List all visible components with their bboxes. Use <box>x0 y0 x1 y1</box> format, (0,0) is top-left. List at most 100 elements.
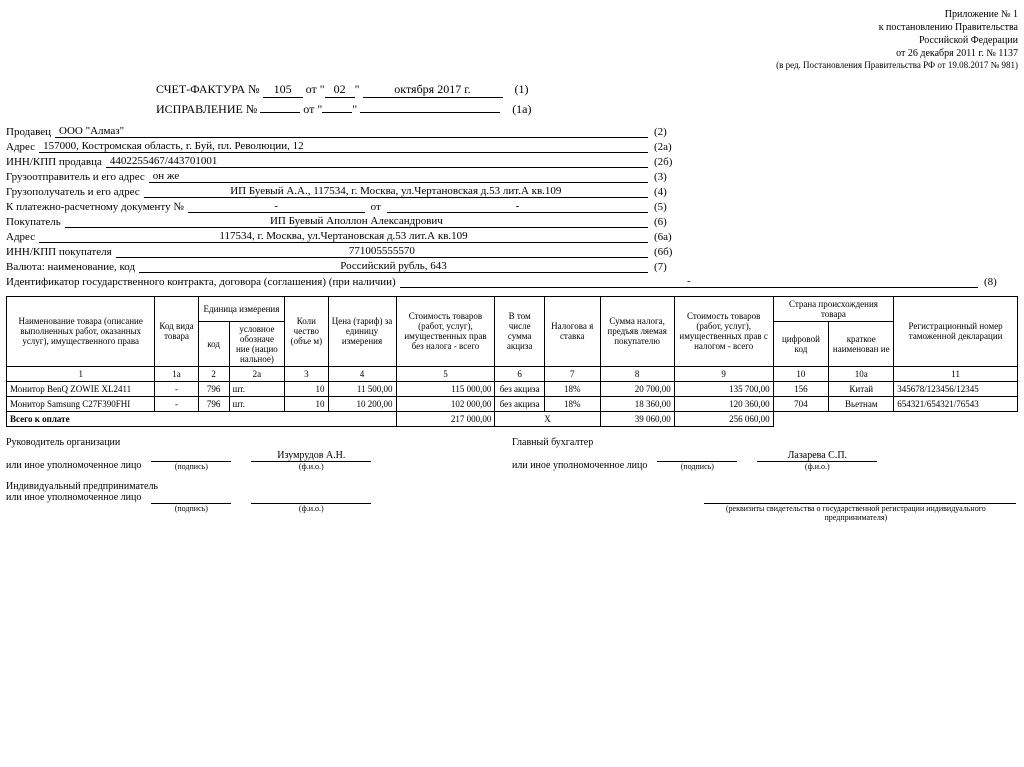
sig-cap-2: (подпись) <box>653 462 741 471</box>
line-num-1: (1) <box>515 82 529 96</box>
table-row: Монитор Samsung C27F390FHI-796шт.1010 20… <box>7 396 1018 411</box>
from-label: от <box>306 82 317 96</box>
consignee-num: (4) <box>648 186 688 198</box>
shipper-num: (3) <box>648 171 688 183</box>
th-code: Код вида товара <box>155 296 198 366</box>
invoice-number: 105 <box>263 82 303 98</box>
correction-num <box>260 112 300 113</box>
addr-num: (2а) <box>648 141 688 153</box>
binn-value: 771005555570 <box>116 245 648 258</box>
th-total: Стоимость товаров (работ, услуг), имущес… <box>674 296 773 366</box>
correction-day <box>322 112 352 113</box>
fio-cap-2: (ф.и.о.) <box>753 462 881 471</box>
ip-label: Индивидуальный предприниматель <box>6 481 1018 492</box>
inn-value: 4402255467/443701001 <box>106 155 648 168</box>
totals-label: Всего к оплате <box>7 411 397 426</box>
th-name: Наименование товара (описание выполненны… <box>7 296 155 366</box>
consignee-value: ИП Буевый А.А., 117534, г. Москва, ул.Че… <box>144 185 648 198</box>
curr-value: Российский рубль, 643 <box>139 260 648 273</box>
binn-num: (6б) <box>648 246 688 258</box>
th-qty: Коли чество (объе м) <box>285 296 328 366</box>
ip-sig <box>151 492 231 504</box>
cn-9: 9 <box>674 366 773 381</box>
buyer-value: ИП Буевый Аполлон Александрович <box>65 215 648 228</box>
totals-x: X <box>495 411 600 426</box>
appendix-l4: от 26 декабря 2011 г. № 1137 <box>6 47 1018 60</box>
th-decl: Регистрационный номер таможенной деклара… <box>894 296 1018 366</box>
document-title-block: СЧЕТ-ФАКТУРА № 105 от "02" октября 2017 … <box>156 82 1018 117</box>
info-block: ПродавецООО "Алмаз"(2) Адрес157000, Кост… <box>6 125 1018 288</box>
contract-num: (8) <box>978 276 1018 288</box>
auth-label-1: или иное уполномоченное лицо <box>6 460 141 471</box>
fio-cap-3: (ф.и.о.) <box>247 504 375 513</box>
invoice-label: СЧЕТ-ФАКТУРА № <box>156 82 260 96</box>
fio-cap-1: (ф.и.о.) <box>247 462 375 471</box>
th-price: Цена (тариф) за единицу измерения <box>328 296 396 366</box>
head-label: Руководитель организации <box>6 437 120 448</box>
cn-6: 6 <box>495 366 544 381</box>
cn-10a: 10а <box>829 366 894 381</box>
consignee-label: Грузополучатель и его адрес <box>6 186 144 198</box>
seller-label: Продавец <box>6 126 55 138</box>
invoice-day: 02 <box>325 82 355 98</box>
th-unit-group: Единица измерения <box>198 296 285 321</box>
cn-8: 8 <box>600 366 674 381</box>
appendix-header: Приложение № 1 к постановлению Правитель… <box>6 8 1018 72</box>
items-table: Наименование товара (описание выполненны… <box>6 296 1018 427</box>
binn-label: ИНН/КПП покупателя <box>6 246 116 258</box>
paydoc-from: от <box>365 201 387 213</box>
head-name: Изумрудов А.Н. <box>251 450 371 462</box>
paydoc-v2: - <box>387 200 648 213</box>
th-country-name: краткое наименован ие <box>829 321 894 366</box>
table-row: Монитор BenQ ZOWIE XL2411-796шт.1011 500… <box>7 381 1018 396</box>
corr-from-label: от <box>303 102 314 116</box>
baddr-label: Адрес <box>6 231 39 243</box>
buyer-label: Покупатель <box>6 216 65 228</box>
ip-name <box>251 492 371 504</box>
appendix-l5: (в ред. Постановления Правительства РФ о… <box>6 60 1018 72</box>
appendix-l3: Российской Федерации <box>6 34 1018 47</box>
cn-11: 11 <box>894 366 1018 381</box>
paydoc-num: (5) <box>648 201 688 213</box>
acc-label: Главный бухгалтер <box>512 437 593 448</box>
inn-label: ИНН/КПП продавца <box>6 156 106 168</box>
line-num-1a: (1а) <box>512 102 531 116</box>
th-country-group: Страна происхождения товара <box>773 296 894 321</box>
appendix-l2: к постановлению Правительства <box>6 21 1018 34</box>
cn-1: 1 <box>7 366 155 381</box>
seller-num: (2) <box>648 126 688 138</box>
th-tax: Сумма налога, предъяв ляемая покупателю <box>600 296 674 366</box>
cn-7: 7 <box>544 366 600 381</box>
totals-cost: 217 000,00 <box>396 411 495 426</box>
head-sig <box>151 450 231 462</box>
contract-value: - <box>400 275 978 288</box>
inn-num: (2б) <box>648 156 688 168</box>
req-cap: (реквизиты свидетельства о государственн… <box>700 504 1012 522</box>
cn-4: 4 <box>328 366 396 381</box>
cn-10: 10 <box>773 366 829 381</box>
correction-month <box>360 112 500 113</box>
th-excise: В том числе сумма акциза <box>495 296 544 366</box>
cn-5: 5 <box>396 366 495 381</box>
curr-num: (7) <box>648 261 688 273</box>
cn-2a: 2а <box>229 366 285 381</box>
totals-tax: 39 060,00 <box>600 411 674 426</box>
buyer-num: (6) <box>648 216 688 228</box>
signature-block: Руководитель организации Главный бухгалт… <box>6 437 1018 522</box>
totals-total: 256 060,00 <box>674 411 773 426</box>
sig-cap-1: (подпись) <box>147 462 235 471</box>
addr-label: Адрес <box>6 141 39 153</box>
addr-value: 157000, Костромская область, г. Буй, пл.… <box>39 140 648 153</box>
th-unit-name: условное обозначе ние (нацио нальное) <box>229 321 285 366</box>
correction-label: ИСПРАВЛЕНИЕ № <box>156 102 257 116</box>
th-country-code: цифровой код <box>773 321 829 366</box>
ip-req <box>704 492 1016 504</box>
invoice-month-year: октября 2017 г. <box>363 82 503 98</box>
seller-value: ООО "Алмаз" <box>55 125 648 138</box>
acc-sig <box>657 450 737 462</box>
cn-2: 2 <box>198 366 229 381</box>
paydoc-label: К платежно-расчетному документу № <box>6 201 188 213</box>
auth-label-2: или иное уполномоченное лицо <box>512 460 647 471</box>
curr-label: Валюта: наименование, код <box>6 261 139 273</box>
acc-name: Лазарева С.П. <box>757 450 877 462</box>
